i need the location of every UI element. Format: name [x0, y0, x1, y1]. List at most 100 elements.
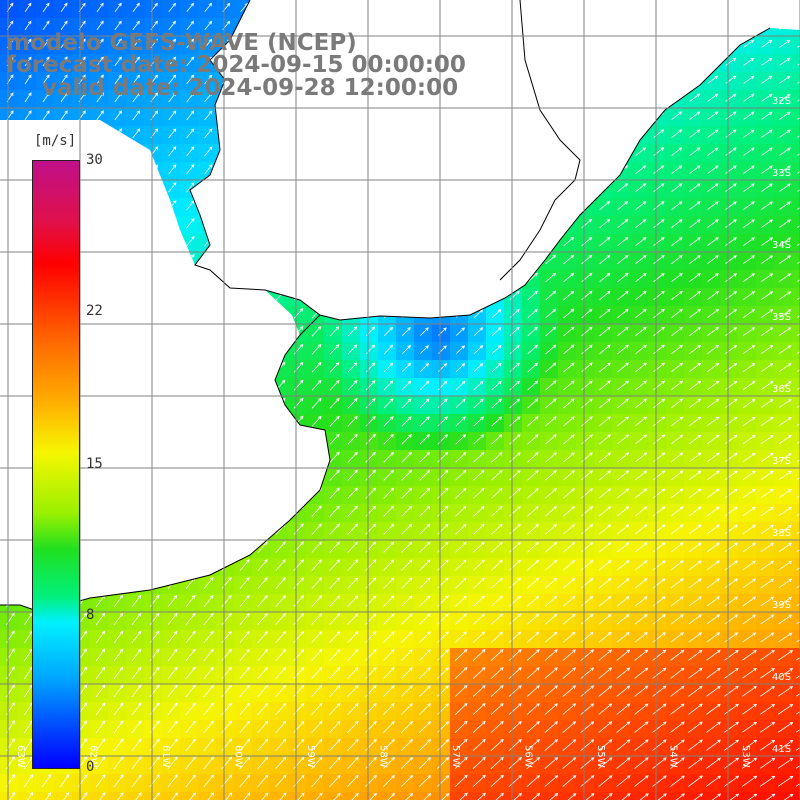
wind-arrow: [113, 720, 124, 734]
wind-arrow: [563, 506, 576, 517]
wind-arrow: [491, 362, 502, 373]
wind-cell: [0, 792, 18, 800]
wind-arrow: [239, 738, 251, 752]
wind-arrow: [311, 595, 323, 607]
wind-arrow: [545, 362, 557, 373]
wind-arrow: [635, 219, 647, 229]
wind-arrow: [706, 578, 720, 589]
wind-arrow: [724, 596, 739, 607]
wind-arrow: [549, 792, 559, 800]
wind-arrow: [743, 129, 755, 138]
wind-arrow: [634, 470, 648, 481]
wind-arrow: [580, 703, 595, 715]
wind-arrow: [796, 621, 800, 625]
wind-arrow: [778, 273, 792, 282]
wind-arrow: [329, 451, 340, 463]
wind-arrow: [796, 405, 800, 409]
wind-arrow: [796, 567, 800, 571]
wind-arrow: [418, 739, 432, 751]
wind-arrow: [329, 613, 341, 625]
wind-arrow: [329, 469, 340, 481]
wind-arrow: [545, 470, 557, 481]
wind-arrow: [113, 702, 124, 716]
wind-arrow: [508, 667, 522, 679]
longitude-label: 53W: [740, 745, 751, 768]
wind-arrow: [598, 631, 612, 643]
wind-arrow: [545, 308, 557, 319]
wind-arrow: [796, 333, 800, 336]
wind-arrow: [437, 541, 449, 553]
wind-arrow: [365, 756, 377, 770]
wind-arrow: [545, 254, 557, 265]
wind-arrow: [760, 327, 774, 336]
wind-arrow: [599, 344, 611, 355]
wind-arrow: [365, 577, 377, 589]
wind-arrow: [418, 774, 432, 788]
wind-arrow: [616, 739, 631, 751]
wind-cell: [792, 234, 800, 252]
wind-arrow: [562, 685, 577, 697]
wind-arrow: [635, 165, 647, 174]
wind-arrow: [275, 577, 286, 589]
wind-arrow: [491, 470, 503, 481]
colorbar-tick: 30: [86, 152, 103, 168]
wind-arrow: [653, 326, 665, 337]
wind-arrow: [311, 649, 323, 661]
wind-arrow: [778, 417, 792, 427]
wind-arrow: [778, 668, 794, 679]
wind-arrow: [437, 487, 449, 499]
wind-cell: [270, 792, 288, 800]
wind-arrow: [580, 524, 594, 535]
wind-arrow: [634, 757, 649, 769]
wind-arrow: [796, 513, 800, 517]
wind-arrow: [671, 237, 683, 246]
wind-arrow: [437, 685, 449, 697]
wind-arrow: [509, 577, 522, 589]
wind-arrow: [401, 416, 412, 427]
wind-arrow: [257, 630, 268, 643]
wind-arrow: [204, 110, 213, 121]
wind-arrow: [419, 703, 431, 715]
wind-arrow: [761, 201, 773, 210]
wind-cell: [486, 792, 504, 800]
wind-arrow: [167, 648, 178, 662]
wind-arrow: [670, 757, 685, 769]
wind-arrow: [311, 577, 323, 589]
wind-arrow: [239, 577, 250, 589]
wind-arrow: [689, 255, 701, 265]
wind-arrow: [472, 720, 486, 734]
wind-arrow: [149, 756, 160, 770]
wind-arrow: [725, 75, 737, 84]
wind-arrow: [598, 578, 612, 589]
wind-arrow: [131, 594, 142, 608]
wind-arrow: [670, 578, 684, 589]
wind-arrow: [796, 495, 800, 499]
wind-arrow: [670, 775, 685, 787]
wind-arrow: [562, 721, 577, 733]
wind-arrow: [545, 541, 558, 553]
wind-arrow: [634, 596, 648, 607]
wind-arrow: [796, 603, 800, 607]
wind-arrow: [437, 559, 449, 571]
wind-arrow: [652, 632, 666, 643]
latitude-label: 38S: [772, 528, 791, 539]
wind-arrow: [778, 704, 794, 715]
wind-arrow: [741, 775, 758, 787]
wind-cell: [792, 720, 800, 738]
wind-arrow: [243, 792, 251, 800]
wind-arrow: [401, 667, 413, 679]
wind-arrow: [563, 416, 575, 427]
wind-arrow: [725, 165, 737, 174]
wind-arrow: [95, 738, 106, 752]
wind-arrow: [473, 631, 486, 643]
wind-arrow: [724, 416, 738, 427]
wind-arrow: [777, 722, 794, 733]
wind-arrow: [383, 344, 394, 355]
wind-arrow: [239, 666, 250, 680]
wind-arrow: [581, 290, 593, 301]
wind-arrow: [671, 201, 683, 210]
wind-arrow: [706, 649, 721, 661]
wind-arrow: [454, 756, 468, 770]
wind-arrow: [743, 309, 756, 318]
wind-arrow: [599, 290, 611, 301]
